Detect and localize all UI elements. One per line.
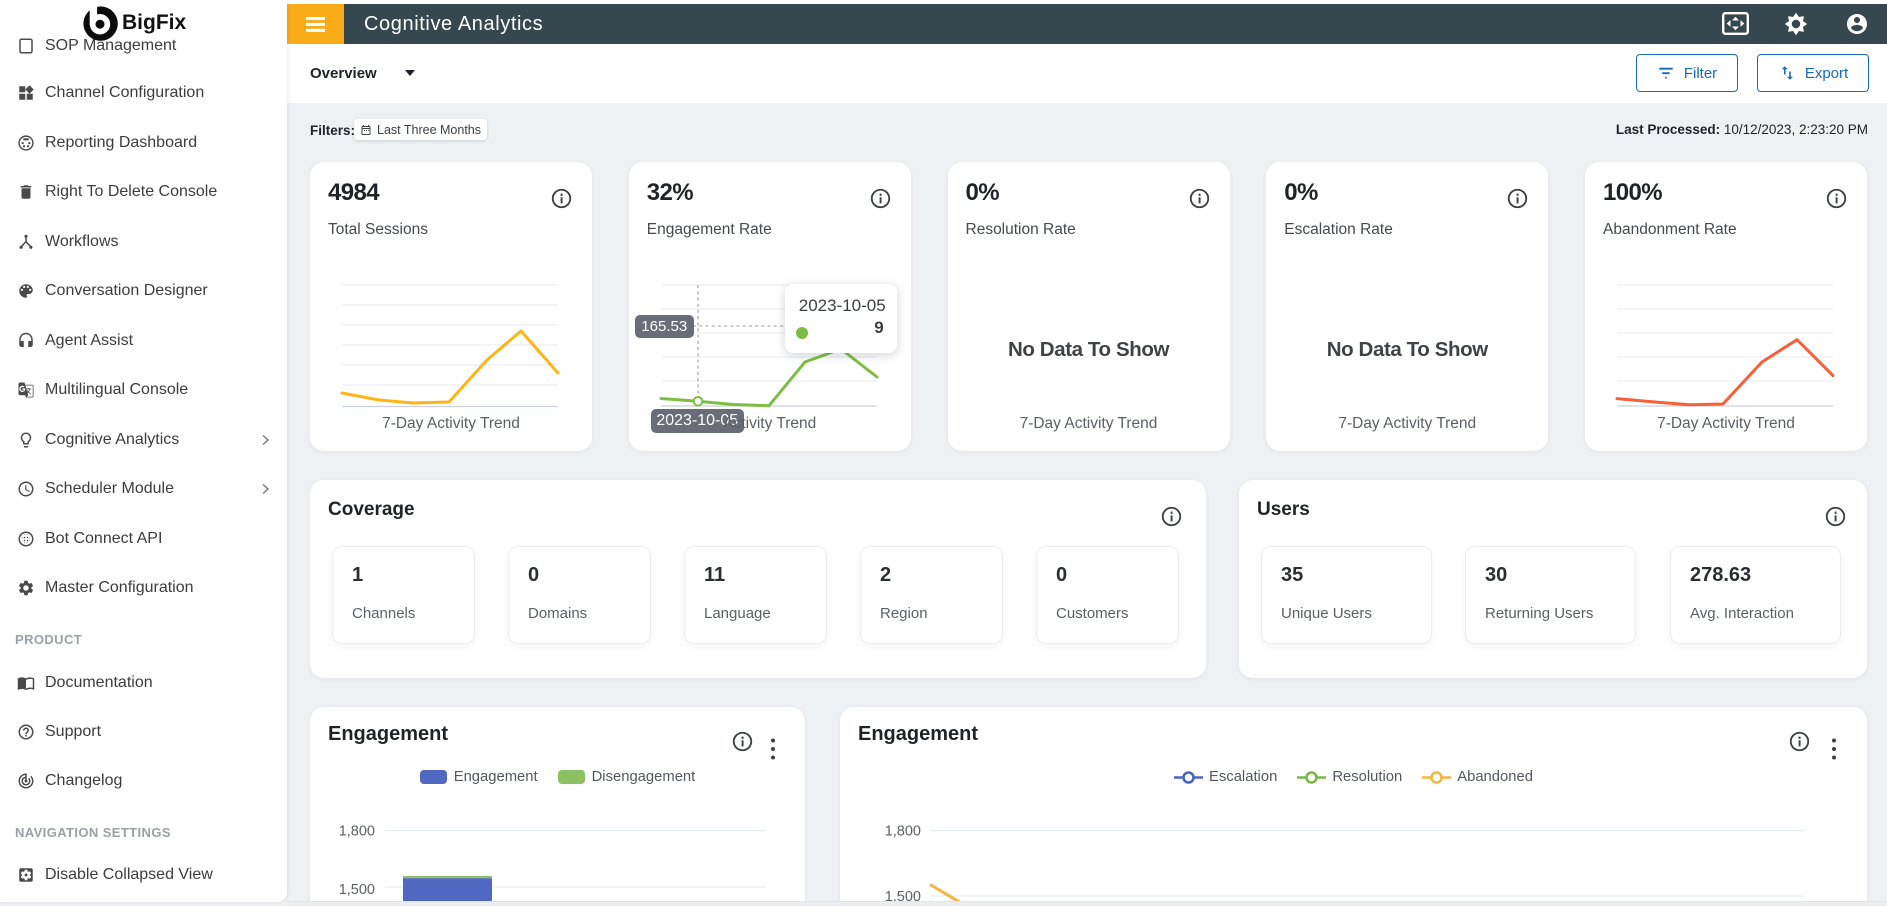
svg-text:1,800: 1,800 xyxy=(339,824,375,840)
svg-text:1,500: 1,500 xyxy=(339,882,375,898)
svg-text:1,800: 1,800 xyxy=(885,824,921,840)
